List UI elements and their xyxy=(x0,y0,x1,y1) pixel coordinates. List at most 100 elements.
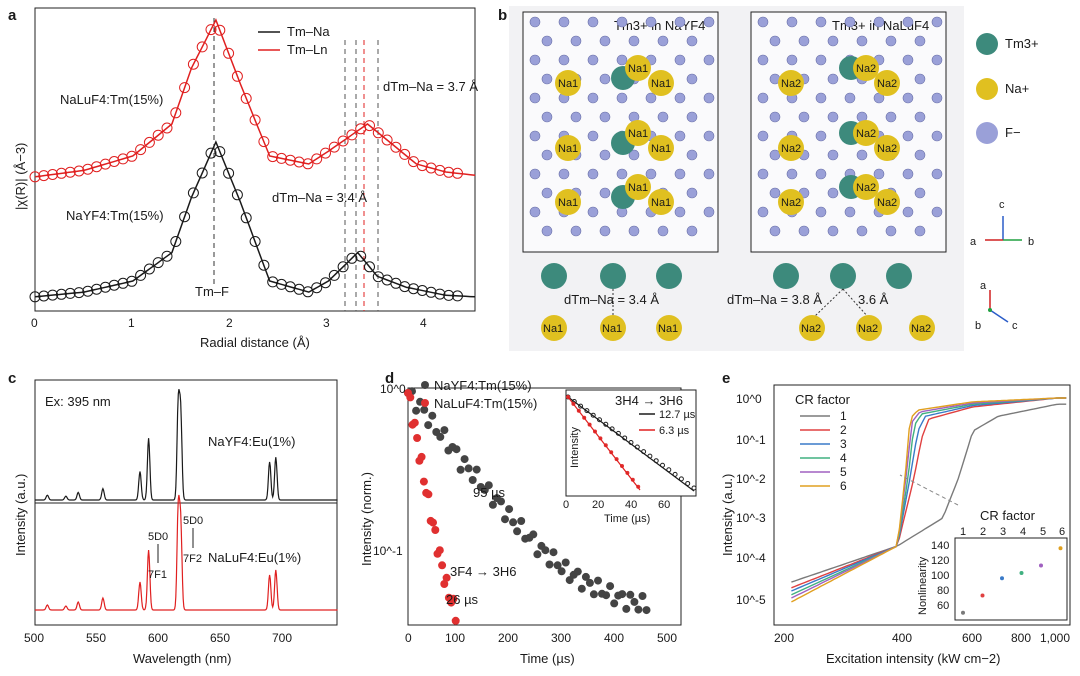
tick-label: 600 xyxy=(962,631,982,645)
na1-atom: Na1 xyxy=(656,315,682,341)
f-atom xyxy=(570,35,582,47)
inset-tick: 60 xyxy=(658,499,670,511)
nonlinearity-point xyxy=(1000,576,1004,581)
f-atom xyxy=(769,149,781,161)
nonlinearity-point xyxy=(980,593,985,598)
na1-atom xyxy=(555,189,581,215)
tm-ln-point xyxy=(29,171,41,183)
f-atom xyxy=(815,130,827,142)
spectrum-nayf4 xyxy=(35,389,338,501)
tm-na-point xyxy=(47,289,59,301)
f-atom xyxy=(529,206,541,218)
f-atom xyxy=(757,130,769,142)
inset-ytick: 140 xyxy=(931,540,949,552)
na1-atom xyxy=(648,135,674,161)
svg-text:Na2: Na2 xyxy=(801,323,821,335)
point-nayf4 xyxy=(557,567,566,576)
inset-fit-black xyxy=(567,396,695,492)
panel-a-frame xyxy=(34,7,476,312)
tick-label: 800 xyxy=(1011,631,1031,645)
distance-label-right-2: 3.6 Å xyxy=(858,292,889,307)
inset-ytick: 100 xyxy=(931,570,949,582)
tm-na-point xyxy=(64,287,76,299)
point-nayf4 xyxy=(501,515,509,524)
y-tick: 10^-3 xyxy=(736,511,766,525)
point-naluf4 xyxy=(413,434,422,442)
transition-7f2: 7F2 xyxy=(183,553,202,565)
f-atom xyxy=(529,16,541,28)
tm-ln-point xyxy=(381,134,393,146)
f-atom xyxy=(674,92,686,104)
tm-na-point xyxy=(231,189,243,201)
f-atom xyxy=(616,54,628,66)
point-naluf4 xyxy=(410,418,419,427)
tm-ln-point xyxy=(161,122,173,134)
f-atom xyxy=(529,130,541,142)
f-atom xyxy=(529,92,541,104)
point-naluf4 xyxy=(438,561,447,570)
f-atom xyxy=(931,206,943,218)
f-atom xyxy=(628,225,640,237)
f-atom xyxy=(885,225,897,237)
f-atom xyxy=(541,73,553,85)
na2-atom: Na2 xyxy=(856,315,882,341)
f-atom xyxy=(587,54,599,66)
point-nayf4 xyxy=(468,476,477,484)
tm-ln-point xyxy=(311,153,323,165)
tm-ln-point xyxy=(187,58,199,70)
y-tick: 10^0 xyxy=(736,392,762,406)
inset-frame xyxy=(954,537,1068,621)
tm-atom xyxy=(830,263,856,289)
tm-na-point xyxy=(126,275,138,287)
f-atom xyxy=(815,92,827,104)
tm-ln-point xyxy=(205,24,217,36)
tick-label: 700 xyxy=(272,631,292,645)
f-atom xyxy=(769,111,781,123)
tm-ln-point xyxy=(416,160,428,172)
point-naluf4 xyxy=(435,546,444,555)
f-atom xyxy=(885,111,897,123)
tm-na-point xyxy=(434,288,446,300)
f-atom xyxy=(798,35,810,47)
inset-ytick: 60 xyxy=(937,600,949,612)
f-atom xyxy=(757,16,769,28)
tm-na-point xyxy=(29,291,41,303)
annotation-d-3-7: dTm–Na = 3.7 Å xyxy=(383,79,478,94)
na1-label: Na1 xyxy=(651,143,671,155)
axis-b: b xyxy=(975,320,981,332)
f-atom xyxy=(599,225,611,237)
cr-curve-1 xyxy=(791,403,1067,583)
na2-atom: Na2 xyxy=(909,315,935,341)
tm-ln-point xyxy=(126,150,138,162)
nonlinearity-point xyxy=(961,610,965,615)
tm-ln-line xyxy=(34,18,476,178)
point-nayf4 xyxy=(428,411,437,420)
point-nayf4 xyxy=(505,505,514,514)
series-tm-ln xyxy=(29,18,476,183)
legend-title: CR factor xyxy=(795,392,851,407)
f-atom xyxy=(856,149,868,161)
point-naluf4 xyxy=(429,518,437,527)
tm-na-point xyxy=(346,252,358,264)
annotation-tm-f: Tm–F xyxy=(195,284,229,299)
f-atom xyxy=(786,168,798,180)
excitation-label: Ex: 395 nm xyxy=(45,394,111,409)
legend-marker-naluf4 xyxy=(421,399,429,407)
f-atom xyxy=(599,35,611,47)
tm-na-point xyxy=(135,269,147,281)
tm-ln-point xyxy=(372,127,384,139)
point-nayf4 xyxy=(533,550,542,559)
f-atom xyxy=(541,225,553,237)
legend-marker-nayf4 xyxy=(421,381,429,389)
point-nayf4 xyxy=(589,590,598,599)
tm-ln-point xyxy=(55,167,67,179)
f-atom xyxy=(599,187,611,199)
point-nayf4 xyxy=(573,567,582,576)
tm-ln-point xyxy=(399,148,411,160)
inset-tick: 40 xyxy=(625,499,637,511)
f-atom xyxy=(827,111,839,123)
f-atom xyxy=(703,92,715,104)
f-atom xyxy=(616,92,628,104)
